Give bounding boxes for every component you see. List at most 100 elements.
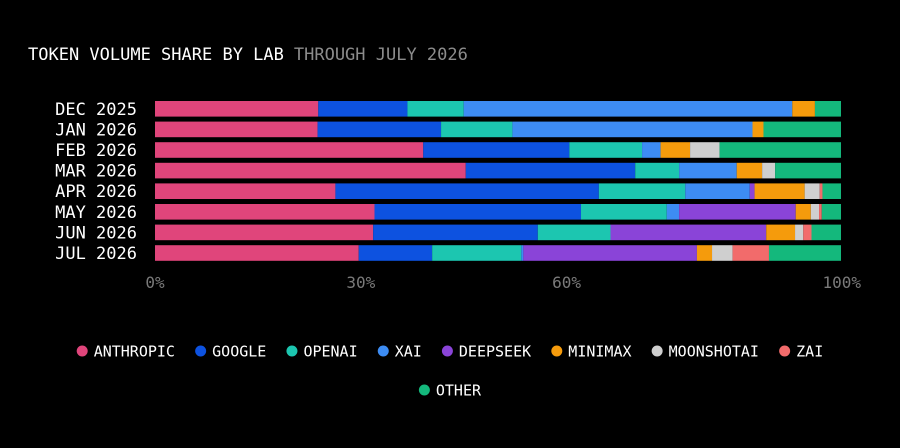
- legend-label: OTHER: [436, 382, 482, 400]
- legend-item-moonshotai: MOONSHOTAI: [651, 343, 759, 361]
- bar-segment-xai: [512, 121, 753, 138]
- category-label: APR 2026: [55, 182, 137, 202]
- legend-label: DEEPSEEK: [459, 343, 531, 361]
- bar-segment-openai: [598, 183, 686, 199]
- bar-segment-deepseek: [679, 204, 796, 220]
- bar-segment-other: [811, 224, 841, 241]
- legend-label: XAI: [395, 343, 422, 361]
- legend-label: MOONSHOTAI: [669, 343, 759, 361]
- x-tick-label: 30%: [346, 273, 375, 292]
- bar-segment-minimax: [754, 183, 805, 199]
- bar-segment-google: [318, 101, 408, 117]
- bar-segment-deepseek: [610, 224, 767, 241]
- legend-swatch: [195, 345, 207, 357]
- bar-segment-xai: [463, 101, 793, 117]
- legend-swatch: [651, 345, 663, 357]
- legend-swatch: [779, 345, 791, 357]
- category-label: JUN 2026: [55, 223, 137, 243]
- chart-subtitle: THROUGH JULY 2026: [294, 45, 468, 65]
- bar-segment-google: [358, 245, 433, 261]
- bar-segment-minimax: [766, 224, 796, 241]
- bar-segment-anthropic: [155, 183, 336, 199]
- bar-segment-moonshotai: [795, 224, 804, 241]
- bar-segment-anthropic: [155, 162, 466, 179]
- legend-swatch: [377, 345, 389, 357]
- bar-segment-deepseek: [523, 245, 697, 261]
- legend-label: OPENAI: [303, 343, 357, 361]
- bar-segment-google: [317, 121, 442, 138]
- bars-group: [155, 101, 841, 261]
- bar-segment-anthropic: [155, 224, 374, 241]
- bar-segment-openai: [432, 245, 522, 261]
- legend: ANTHROPIC GOOGLE OPENAI XAI DEEPSEEK MINIMAX M…: [76, 343, 823, 400]
- x-tick-label: 0%: [145, 273, 165, 292]
- legend-label: GOOGLE: [212, 343, 266, 361]
- bar-segment-google: [335, 183, 599, 199]
- bar-segment-anthropic: [155, 121, 318, 138]
- bar-segment-moonshotai: [712, 245, 733, 261]
- bar-segment-openai: [407, 101, 464, 117]
- bar-segment-other: [768, 245, 841, 261]
- bar-segment-minimax: [752, 121, 764, 138]
- chart-title-line: TOKEN VOLUME SHARE BY LAB THROUGH JULY 20…: [28, 45, 468, 65]
- legend-swatch: [76, 345, 88, 357]
- bar-segment-minimax: [792, 101, 815, 117]
- legend-swatch: [286, 345, 298, 357]
- chart-title: TOKEN VOLUME SHARE BY LAB: [28, 45, 284, 65]
- legend-item-anthropic: ANTHROPIC: [76, 343, 175, 361]
- bar-segment-minimax: [736, 162, 763, 179]
- bar-segment-other: [763, 121, 841, 138]
- legend-item-openai: OPENAI: [286, 343, 358, 361]
- bar-segment-xai: [642, 142, 661, 158]
- category-label: JUL 2026: [55, 244, 137, 264]
- bar-segment-xai: [679, 162, 737, 179]
- bar-segment-openai: [441, 121, 513, 138]
- bar-segment-openai: [635, 162, 680, 179]
- x-axis-ticks: 0% 30% 60% 100%: [145, 273, 861, 292]
- bar-segment-moonshotai: [762, 162, 776, 179]
- legend-label: ZAI: [796, 343, 823, 361]
- legend-item-zai: ZAI: [779, 343, 823, 361]
- legend-item-xai: XAI: [377, 343, 422, 361]
- bar-segment-zai: [732, 245, 769, 261]
- legend-swatch: [418, 384, 430, 396]
- legend-item-minimax: MINIMAX: [551, 343, 632, 361]
- bar-segment-anthropic: [155, 204, 375, 220]
- bar-segment-google: [373, 224, 538, 241]
- bar-segment-openai: [537, 224, 611, 241]
- category-label: JAN 2026: [55, 120, 137, 140]
- legend-swatch: [441, 345, 453, 357]
- category-label: FEB 2026: [55, 141, 137, 161]
- x-tick-label: 100%: [822, 273, 861, 292]
- legend-item-deepseek: DEEPSEEK: [441, 343, 531, 361]
- bar-segment-other: [775, 162, 841, 179]
- bar-segment-moonshotai: [690, 142, 720, 158]
- bar-segment-minimax: [660, 142, 691, 158]
- bar-segment-openai: [569, 142, 643, 158]
- bar-segment-minimax: [696, 245, 713, 261]
- bar-segment-zai: [819, 204, 822, 220]
- bar-segment-xai: [521, 245, 524, 261]
- bar-segment-minimax: [795, 204, 811, 220]
- bar-segment-other: [821, 204, 841, 220]
- bar-segment-other: [822, 183, 841, 199]
- bar-segment-deepseek: [749, 183, 755, 199]
- category-label: MAR 2026: [55, 162, 137, 182]
- legend-item-other: OTHER: [418, 382, 482, 400]
- bar-segment-zai: [819, 183, 823, 199]
- x-tick-label: 60%: [552, 273, 581, 292]
- category-label: DEC 2025: [55, 100, 137, 120]
- bar-segment-anthropic: [155, 142, 424, 158]
- bar-segment-xai: [685, 183, 750, 199]
- bar-segment-other: [814, 101, 841, 117]
- bar-segment-openai: [581, 204, 667, 220]
- bar-segment-anthropic: [155, 245, 359, 261]
- bar-segment-moonshotai: [810, 204, 820, 220]
- legend-item-google: GOOGLE: [195, 343, 266, 361]
- bar-segment-other: [719, 142, 841, 158]
- legend-label: MINIMAX: [568, 343, 631, 361]
- legend-label: ANTHROPIC: [94, 343, 175, 361]
- bar-segment-xai: [666, 204, 680, 220]
